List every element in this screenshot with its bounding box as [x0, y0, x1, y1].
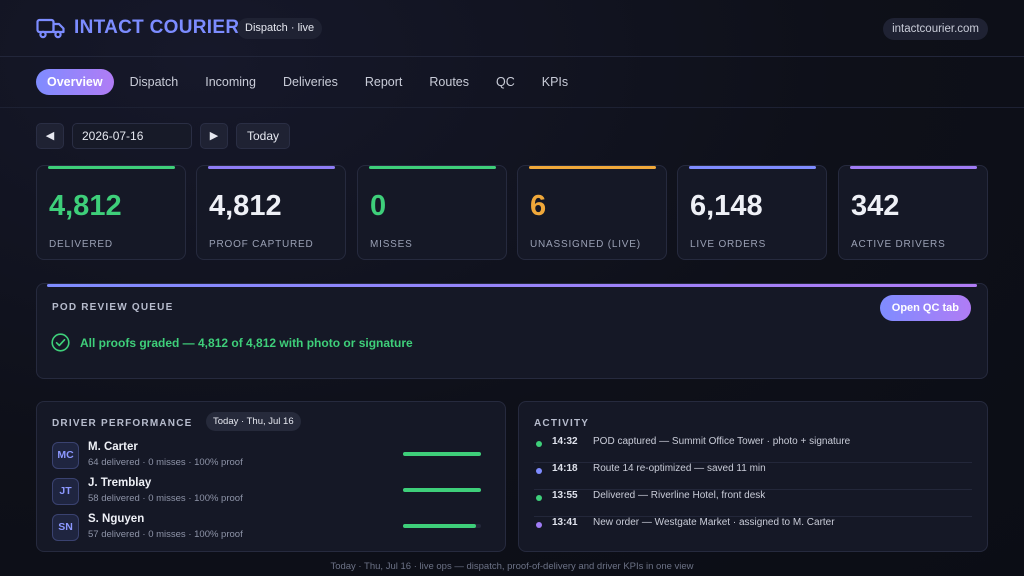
tab-kpis[interactable]: KPIs [541, 75, 569, 89]
next-day-button[interactable]: ▶ [200, 123, 228, 149]
truck-icon [36, 18, 65, 39]
performance-bar [403, 524, 481, 528]
activity-item[interactable]: 14:32 POD captured — Summit Office Tower… [534, 436, 972, 463]
kpi-card-misses: 0 MISSES [357, 165, 507, 260]
tabs-divider [0, 107, 1024, 108]
activity-time: 14:18 [552, 463, 578, 474]
kpi-card-delivered: 4,812 DELIVERED [36, 165, 186, 260]
driver-stats: 58 delivered · 0 misses · 100% proof [88, 493, 243, 504]
tab-deliveries[interactable]: Deliveries [282, 75, 338, 89]
kpi-accent-bar [850, 166, 977, 169]
kpi-value: 6 [530, 190, 547, 222]
domain-badge[interactable]: intactcourier.com [883, 18, 988, 40]
app-header: INTACT COURIER Dispatch · live intactcou… [0, 0, 1024, 57]
driver-stats: 57 delivered · 0 misses · 100% proof [88, 529, 243, 540]
kpi-label: LIVE ORDERS [690, 239, 767, 250]
performance-bar-fill [403, 488, 481, 492]
tab-incoming[interactable]: Incoming [205, 75, 256, 89]
tab-routes[interactable]: Routes [429, 75, 469, 89]
pod-status-message: All proofs graded — 4,812 of 4,812 with … [80, 336, 413, 350]
kpi-accent-bar [689, 166, 816, 169]
kpi-value: 0 [370, 190, 387, 222]
activity-text: Delivered — Riverline Hotel, front desk [593, 490, 766, 501]
kpi-label: UNASSIGNED (LIVE) [530, 239, 641, 250]
activity-time: 13:55 [552, 490, 578, 501]
date-field[interactable]: 2026-07-16 [72, 123, 192, 149]
driver-name: M. Carter [88, 441, 138, 453]
kpi-value: 6,148 [690, 190, 763, 222]
activity-item[interactable]: 13:55 Delivered — Riverline Hotel, front… [534, 490, 972, 517]
footer-caption: Today · Thu, Jul 16 · live ops — dispatc… [330, 561, 694, 572]
date-badge: Today · Thu, Jul 16 [206, 412, 301, 431]
activity-time: 13:41 [552, 517, 578, 528]
kpi-label: ACTIVE DRIVERS [851, 239, 946, 250]
check-circle-icon [51, 333, 70, 352]
kpi-accent-bar [369, 166, 496, 169]
kpi-value: 342 [851, 190, 900, 222]
status-dot [536, 495, 542, 501]
kpi-card-live-orders: 6,148 LIVE ORDERS [677, 165, 827, 260]
driver-performance-panel: DRIVER PERFORMANCE Today · Thu, Jul 16 M… [36, 401, 506, 552]
performance-bar-fill [403, 452, 481, 456]
activity-text: New order — Westgate Market · assigned t… [593, 517, 835, 528]
activity-time: 14:32 [552, 436, 578, 447]
tab-qc[interactable]: QC [496, 75, 515, 89]
prev-day-button[interactable]: ◀ [36, 123, 64, 149]
driver-row[interactable]: SN S. Nguyen 57 delivered · 0 misses · 1… [52, 512, 492, 542]
kpi-label: MISSES [370, 239, 413, 250]
pod-review-queue: POD REVIEW QUEUE Open QC tab All proofs … [36, 283, 988, 379]
status-dot [536, 522, 542, 528]
kpi-label: DELIVERED [49, 239, 113, 250]
main-tabs: Overview Dispatch Incoming Deliveries Re… [36, 69, 584, 95]
status-dot [536, 441, 542, 447]
tab-dispatch[interactable]: Dispatch [129, 75, 179, 89]
activity-item[interactable]: 13:41 New order — Westgate Market · assi… [534, 517, 972, 544]
driver-stats: 64 delivered · 0 misses · 100% proof [88, 457, 243, 468]
kpi-value: 4,812 [209, 190, 282, 222]
kpi-label: PROOF CAPTURED [209, 239, 314, 250]
kpi-card-active-drivers: 342 ACTIVE DRIVERS [838, 165, 988, 260]
driver-name: J. Tremblay [88, 477, 152, 489]
tab-overview[interactable]: Overview [36, 69, 114, 95]
performance-bar [403, 488, 481, 492]
kpi-accent-bar [529, 166, 656, 169]
avatar: JT [52, 478, 79, 505]
performance-bar-fill [403, 524, 477, 528]
open-qc-tab-button[interactable]: Open QC tab [879, 295, 971, 321]
activity-text: POD captured — Summit Office Tower · pho… [593, 436, 851, 447]
activity-text: Route 14 re-optimized — saved 11 min [593, 463, 766, 474]
kpi-card-unassigned: 6 UNASSIGNED (LIVE) [517, 165, 667, 260]
kpi-accent-bar [48, 166, 175, 169]
pod-accent-bar [47, 284, 977, 287]
today-button[interactable]: Today [236, 123, 290, 149]
kpi-accent-bar [208, 166, 335, 169]
driver-performance-title: DRIVER PERFORMANCE [52, 418, 193, 429]
driver-row[interactable]: JT J. Tremblay 58 delivered · 0 misses ·… [52, 476, 492, 506]
kpi-card-proof-captured: 4,812 PROOF CAPTURED [196, 165, 346, 260]
brand-name: INTACT COURIER [74, 17, 240, 38]
avatar: SN [52, 514, 79, 541]
performance-bar [403, 452, 481, 456]
activity-title: ACTIVITY [534, 418, 590, 429]
status-badge: Dispatch · live [237, 18, 323, 39]
activity-panel: ACTIVITY 14:32 POD captured — Summit Off… [518, 401, 988, 552]
avatar: MC [52, 442, 79, 469]
kpi-value: 4,812 [49, 190, 122, 222]
tab-report[interactable]: Report [364, 75, 403, 89]
driver-row[interactable]: MC M. Carter 64 delivered · 0 misses · 1… [52, 440, 492, 470]
driver-name: S. Nguyen [88, 513, 145, 525]
pod-review-title: POD REVIEW QUEUE [52, 302, 174, 313]
status-dot [536, 468, 542, 474]
activity-item[interactable]: 14:18 Route 14 re-optimized — saved 11 m… [534, 463, 972, 490]
